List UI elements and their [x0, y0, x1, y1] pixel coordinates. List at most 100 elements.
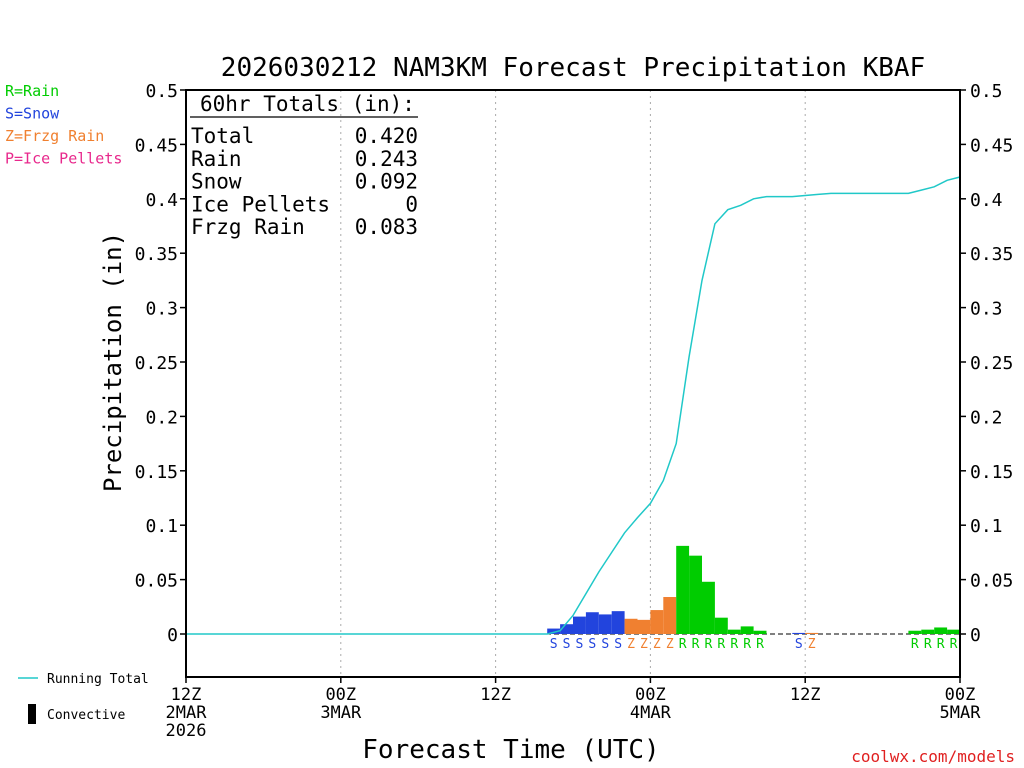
x-tick-label: 00Z	[635, 685, 666, 705]
precip-type-label: S	[614, 637, 622, 652]
precip-type-label: R	[924, 637, 932, 652]
x-tick-label: 3MAR	[320, 703, 362, 723]
y-tick-label-right: 0.45	[970, 135, 1013, 156]
precip-type-label: R	[717, 637, 725, 652]
precip-bar	[947, 629, 960, 634]
totals-row-label: Frzg Rain	[191, 215, 305, 239]
y-tick-label-left: 0.15	[135, 462, 178, 483]
precip-type-label: R	[743, 637, 751, 652]
totals-header: 60hr Totals (in):	[200, 92, 415, 116]
precip-bar	[624, 618, 638, 634]
precip-bar	[573, 616, 586, 634]
plot-frame	[185, 89, 961, 678]
y-tick-label-right: 0.3	[970, 299, 1003, 320]
precip-bar	[805, 632, 819, 634]
precip-type-label: Z	[808, 637, 816, 652]
precip-type-label: Z	[666, 637, 674, 652]
y-tick-label-right: 0.2	[970, 407, 1003, 428]
precip-bar	[650, 610, 664, 634]
precip-type-label: S	[588, 637, 596, 652]
totals-row-value: 0.243	[355, 147, 418, 171]
y-tick-label-right: 0.15	[970, 462, 1013, 483]
precip-bar	[637, 619, 651, 634]
precip-bar	[663, 597, 677, 634]
y-tick-label-left: 0.25	[135, 353, 178, 374]
precip-bar	[727, 629, 741, 634]
x-tick-label: 2026	[166, 721, 207, 741]
totals-row-label: Snow	[191, 170, 242, 194]
x-axis-label: Forecast Time (UTC)	[362, 735, 659, 765]
precip-legend-item: P=Ice Pellets	[5, 150, 122, 168]
precip-type-label: R	[950, 637, 958, 652]
y-tick-label-left: 0.3	[145, 299, 178, 320]
y-tick-label-left: 0.5	[145, 81, 178, 102]
precip-bar	[753, 630, 767, 634]
precip-bar	[934, 627, 948, 634]
precip-bar	[560, 624, 573, 634]
precip-legend-item: S=Snow	[5, 105, 60, 123]
y-tick-label-left: 0.1	[145, 516, 178, 537]
totals-row-value: 0.092	[355, 170, 418, 194]
precip-type-label: S	[795, 637, 803, 652]
x-tick-label: 00Z	[945, 685, 976, 705]
y-axis-label: Precipitation (in)	[99, 232, 127, 492]
precip-type-label: Z	[653, 637, 661, 652]
x-tick-label: 12Z	[790, 685, 821, 705]
y-tick-label-left: 0	[167, 625, 178, 646]
bottom-legend-label: Convective	[47, 708, 125, 723]
precip-type-label: R	[911, 637, 919, 652]
precip-legend-item: R=Rain	[5, 82, 59, 100]
plot-layer: S S S S S S Z Z Z Z R R R R R R R S Z R R R R0 00.05 0.050.1 0.10…	[5, 81, 1013, 741]
precip-legend-item: Z=Frzg Rain	[5, 127, 104, 145]
precip-type-label: R	[705, 637, 713, 652]
precip-bar	[740, 626, 754, 634]
precip-bar	[702, 581, 715, 634]
precip-bar	[689, 555, 702, 634]
precip-type-label: R	[692, 637, 700, 652]
y-tick-label-left: 0.2	[145, 407, 178, 428]
x-tick-label: 4MAR	[630, 703, 672, 723]
precip-type-label: R	[756, 637, 764, 652]
y-tick-label-left: 0.4	[145, 190, 178, 211]
precip-type-label: S	[563, 637, 571, 652]
y-tick-label-right: 0.35	[970, 244, 1013, 265]
precip-type-label: Z	[627, 637, 635, 652]
precip-type-label: S	[601, 637, 609, 652]
y-tick-label-right: 0.1	[970, 516, 1003, 537]
precip-bar	[598, 614, 612, 634]
precip-type-label: R	[679, 637, 687, 652]
y-tick-label-right: 0.05	[970, 571, 1013, 592]
site-credit: coolwx.com/models	[851, 747, 1015, 766]
y-tick-label-right: 0	[970, 625, 981, 646]
precip-bar	[792, 632, 806, 634]
x-tick-label: 12Z	[171, 685, 202, 705]
totals-row-value: 0.083	[355, 215, 418, 239]
y-tick-label-right: 0.4	[970, 190, 1003, 211]
totals-row-label: Rain	[191, 147, 242, 171]
running-total-line	[186, 176, 961, 635]
precip-bar	[585, 612, 599, 634]
y-tick-label-left: 0.35	[135, 244, 178, 265]
x-tick-label: 00Z	[325, 685, 356, 705]
precip-bar	[921, 629, 935, 634]
precip-type-label: S	[576, 637, 584, 652]
bottom-legend-label: Running Total	[47, 672, 149, 687]
precip-type-label: R	[937, 637, 945, 652]
precip-type-label: R	[730, 637, 738, 652]
y-tick-label-right: 0.5	[970, 81, 1003, 102]
precip-bar	[611, 611, 625, 634]
legend-bar-swatch	[28, 704, 36, 724]
x-tick-label: 5MAR	[940, 703, 982, 723]
totals-row-value: 0.420	[355, 124, 418, 148]
y-tick-label-left: 0.05	[135, 571, 178, 592]
y-tick-label-left: 0.45	[135, 135, 178, 156]
precip-bar	[908, 630, 922, 634]
totals-row-value: 0	[405, 192, 418, 216]
precip-type-label: Z	[640, 637, 648, 652]
precip-type-label: S	[550, 637, 558, 652]
y-tick-label-right: 0.25	[970, 353, 1013, 374]
totals-row-label: Ice Pellets	[191, 192, 330, 216]
precip-bar	[714, 617, 728, 634]
precip-bar	[676, 545, 690, 634]
